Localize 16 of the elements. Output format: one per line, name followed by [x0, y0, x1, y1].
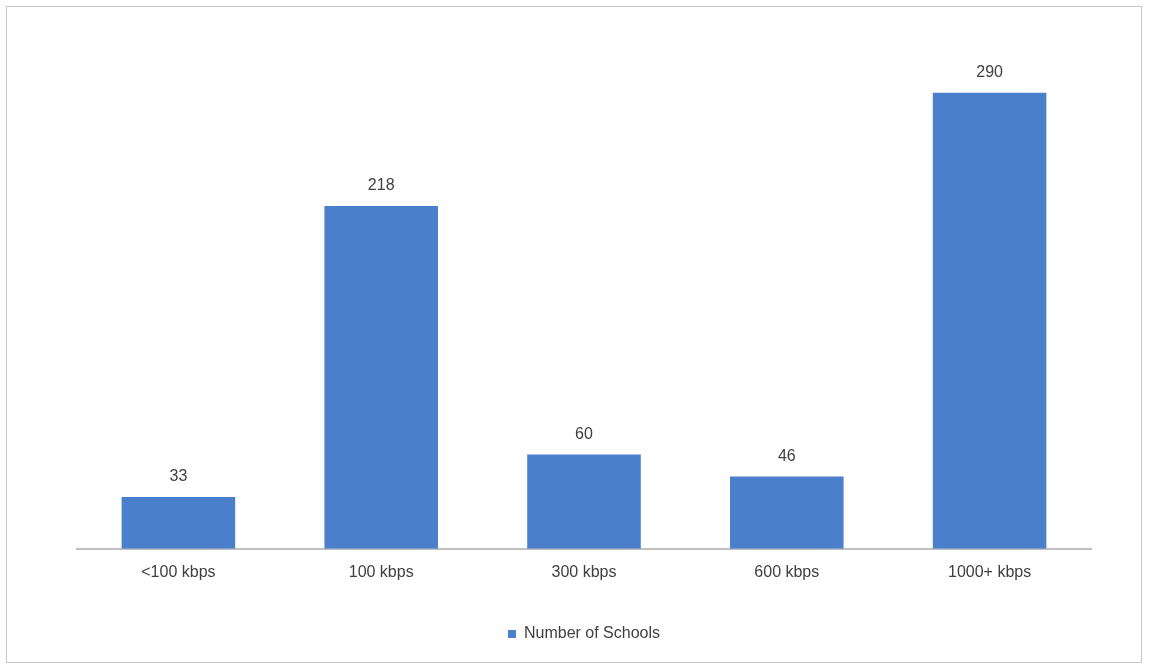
data-label: 290: [976, 63, 1004, 81]
data-label: 33: [169, 467, 188, 485]
bar: [730, 476, 844, 549]
x-tick-label: 300 kbps: [551, 562, 617, 580]
data-label: 60: [575, 424, 593, 442]
bar: [324, 205, 438, 549]
bar: [527, 454, 641, 549]
bar: [121, 496, 236, 549]
data-label: 218: [367, 176, 395, 194]
bar: [932, 92, 1047, 549]
data-label: 46: [777, 446, 796, 464]
x-tick-label: 600 kbps: [754, 562, 820, 580]
legend-label: Number of Schools: [523, 624, 661, 642]
x-tick-label: 100 kbps: [348, 562, 414, 580]
x-tick-label: <100 kbps: [141, 562, 216, 580]
x-tick-label: 1000+ kbps: [948, 562, 1032, 580]
